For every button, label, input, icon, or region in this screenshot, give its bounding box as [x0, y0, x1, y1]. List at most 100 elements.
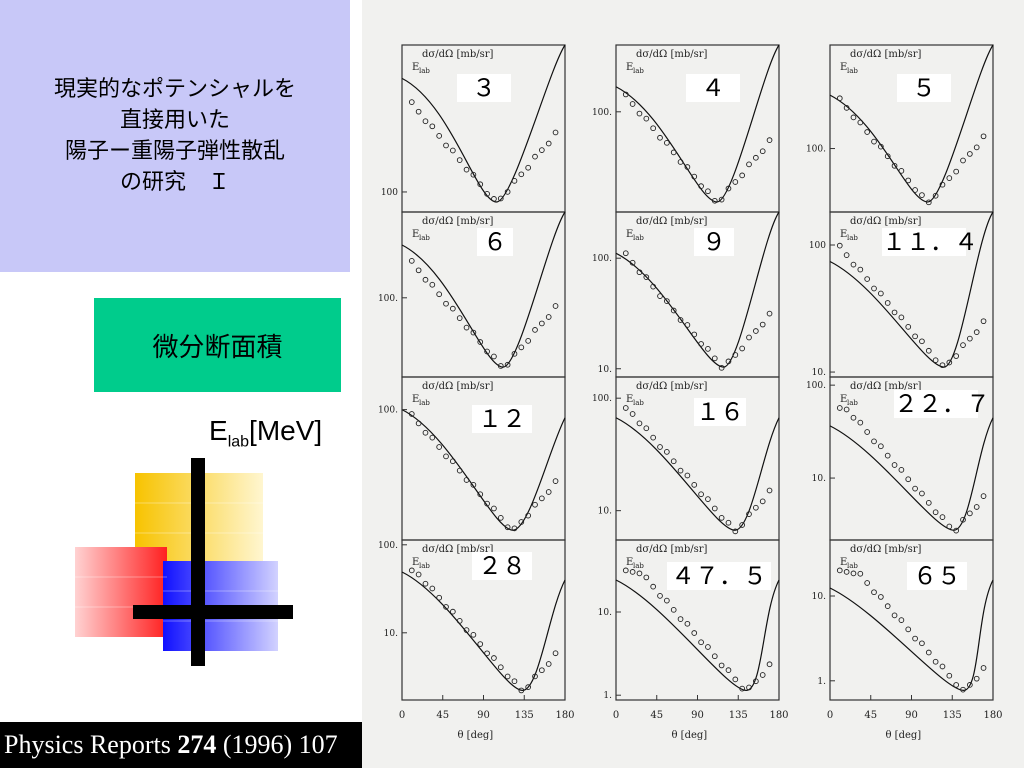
data-point: [456, 157, 463, 163]
data-point: [939, 362, 946, 369]
data-point: [891, 162, 898, 169]
data-point: [670, 606, 677, 613]
data-point: [545, 489, 552, 495]
panel-energy-prefix: E: [412, 394, 419, 405]
data-point: [622, 567, 629, 574]
panel-xtick-label: 45: [864, 710, 877, 721]
panel-energy-prefix: E: [840, 394, 847, 405]
panel-ytick-label: 100.: [592, 254, 612, 264]
data-point: [718, 662, 725, 669]
panel-energy-label: １１．４: [882, 228, 978, 256]
data-point: [932, 658, 939, 665]
data-point: [552, 650, 559, 657]
data-point: [912, 485, 918, 492]
data-point: [684, 322, 691, 328]
data-point: [650, 125, 657, 132]
data-point: [857, 119, 864, 126]
data-point: [677, 616, 684, 622]
data-point: [705, 644, 711, 650]
data-point: [518, 687, 525, 694]
data-point: [545, 140, 552, 147]
panel-xtick-label: 90: [691, 710, 704, 721]
data-point: [477, 181, 484, 188]
data-point: [960, 342, 966, 348]
data-point: [980, 493, 987, 499]
data-point: [718, 514, 725, 521]
data-point: [766, 310, 773, 317]
data-point: [491, 655, 497, 661]
data-point: [746, 161, 752, 168]
data-point: [664, 449, 670, 455]
data-point: [408, 411, 415, 417]
data-point: [746, 511, 752, 517]
data-point: [698, 639, 704, 646]
data-point: [698, 341, 704, 347]
data-point: [905, 177, 912, 184]
panel-ylabel: dσ/dΩ [mb/sr]: [850, 381, 922, 392]
data-point: [408, 257, 415, 264]
data-point: [477, 641, 484, 647]
data-point: [843, 406, 850, 413]
data-point: [973, 675, 980, 682]
data-point: [905, 476, 912, 483]
data-point: [629, 569, 636, 575]
panel-ytick-label: 100.: [806, 145, 826, 155]
data-point: [725, 358, 732, 365]
decorative-squares: [75, 455, 295, 670]
data-point: [953, 682, 960, 688]
theory-curve: [829, 579, 994, 692]
data-point: [429, 123, 436, 130]
data-point: [878, 290, 884, 297]
panel-ylabel: dσ/dΩ [mb/sr]: [850, 49, 922, 60]
data-point: [857, 570, 864, 577]
data-point: [739, 345, 746, 352]
panel-7: dσ/dΩ [mb/sr]E lab 100.: [378, 376, 566, 541]
reference-rest: (1996) 107: [216, 730, 338, 759]
data-point: [919, 490, 925, 497]
panel-ylabel: dσ/dΩ [mb/sr]: [636, 381, 708, 392]
title-line-4: の研究 Ｉ: [119, 170, 230, 195]
title-line-2: 直接用いた: [119, 108, 230, 133]
panel-ytick-label: 100.: [806, 381, 826, 391]
data-point: [670, 458, 677, 465]
panel-ytick-label: 100.: [592, 394, 612, 404]
panel-energy-label: ２２．７: [894, 390, 990, 418]
data-point: [470, 171, 477, 178]
data-point: [850, 570, 857, 577]
data-point: [497, 363, 504, 369]
data-point: [677, 317, 684, 323]
data-point: [470, 482, 477, 488]
data-point: [504, 361, 511, 368]
panel-energy-sub: lab: [847, 399, 858, 407]
data-point: [497, 664, 504, 671]
data-point: [443, 142, 449, 149]
data-point: [684, 472, 691, 479]
data-point: [539, 495, 545, 502]
panel-energy-sub: lab: [419, 234, 430, 242]
panel-5: dσ/dΩ [mb/sr]E lab 100. 10.: [592, 211, 780, 378]
data-point: [953, 527, 960, 534]
data-point: [919, 640, 925, 647]
data-point: [450, 608, 456, 615]
panel-energy-prefix: E: [412, 62, 419, 73]
data-point: [518, 519, 525, 525]
data-point: [919, 192, 925, 198]
data-point: [415, 420, 422, 427]
data-point: [898, 467, 905, 473]
data-point: [491, 196, 497, 202]
data-point: [511, 678, 518, 685]
data-point: [525, 684, 532, 690]
data-point: [973, 329, 980, 336]
panel-energy-sub: lab: [419, 562, 430, 570]
data-point: [525, 512, 532, 519]
energy-label-unit: [MeV]: [249, 415, 323, 446]
data-point: [443, 604, 449, 610]
data-point: [463, 477, 470, 483]
data-point: [857, 266, 864, 273]
data-point: [739, 172, 746, 179]
panel-energy-sub: lab: [847, 67, 858, 75]
panel-energy-prefix: E: [840, 229, 847, 240]
data-point: [629, 101, 636, 107]
panel-xtick-label: 135: [515, 710, 534, 721]
data-point: [511, 350, 518, 357]
